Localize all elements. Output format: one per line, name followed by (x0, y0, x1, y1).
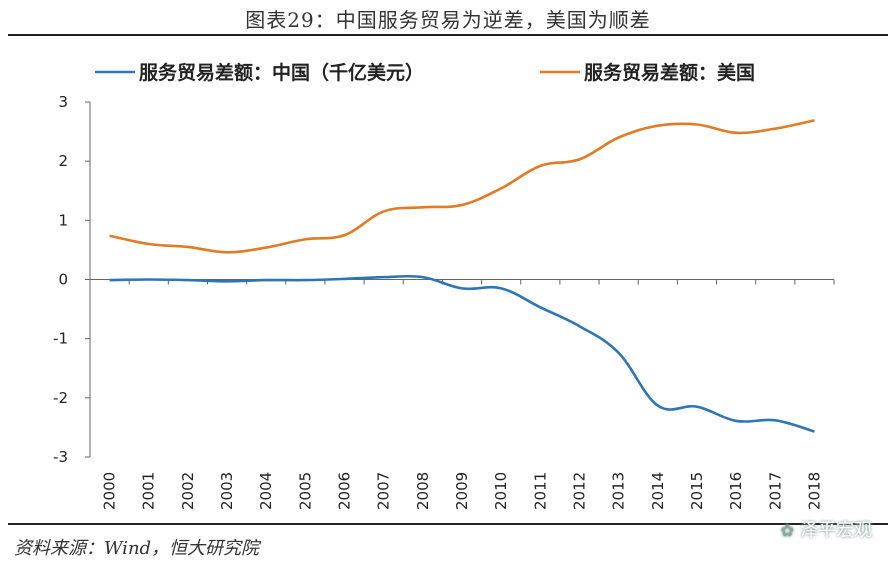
x-tick-label: 2003 (218, 472, 236, 510)
y-tick-label: 0 (58, 271, 68, 289)
x-tick-label: 2013 (610, 472, 628, 510)
legend: 服务贸易差额：中国（千亿美元） 服务贸易差额：美国 (95, 61, 755, 84)
bottom-rule (8, 523, 888, 525)
x-tick-label: 2004 (257, 472, 275, 510)
x-tick-label: 2006 (336, 472, 354, 510)
y-tick-label: 1 (58, 211, 68, 229)
x-tick-label: 2002 (179, 472, 197, 510)
x-tick-label: 2010 (492, 472, 510, 510)
x-tick-label: 2001 (140, 472, 158, 510)
y-tick-label: 3 (58, 93, 68, 111)
x-tick-label: 2007 (375, 472, 393, 510)
series-line-usa (109, 119, 815, 254)
x-tick-label: 2014 (649, 472, 667, 510)
top-rule (8, 34, 888, 36)
x-tick-label: 2017 (766, 472, 784, 510)
x-tick-label: 2000 (101, 472, 119, 510)
y-tick-label: -3 (53, 448, 68, 466)
x-tick-label: 2011 (531, 472, 549, 510)
chart-title: 图表29：中国服务贸易为逆差，美国为顺差 (245, 8, 651, 32)
watermark-text: 泽平宏观 (800, 520, 872, 541)
axes: -3 -2 -1 0 1 2 3 2000 2001 2002 2003 2004 2005 2006 20… (53, 93, 835, 510)
series-layer (109, 119, 815, 433)
y-tick-label: 2 (58, 152, 68, 170)
x-tick-label: 2018 (805, 472, 823, 510)
y-tick-label: -2 (53, 389, 68, 407)
x-tick-label: 2008 (414, 472, 432, 510)
series-line-china (109, 274, 815, 433)
x-tick-label: 2009 (453, 472, 471, 510)
x-tick-label: 2015 (688, 472, 706, 510)
source-note: 资料来源：Wind，恒大研究院 (14, 538, 260, 559)
legend-label: 服务贸易差额：美国 (584, 61, 755, 84)
legend-label: 服务贸易差额：中国（千亿美元） (139, 61, 424, 84)
x-tick-label: 2005 (296, 472, 314, 510)
wechat-icon: ✿ (780, 521, 794, 540)
y-tick-label: -1 (53, 330, 68, 348)
x-tick-label: 2016 (727, 472, 745, 510)
x-tick-label: 2012 (570, 472, 588, 510)
watermark: ✿ 泽平宏观 (781, 516, 872, 542)
